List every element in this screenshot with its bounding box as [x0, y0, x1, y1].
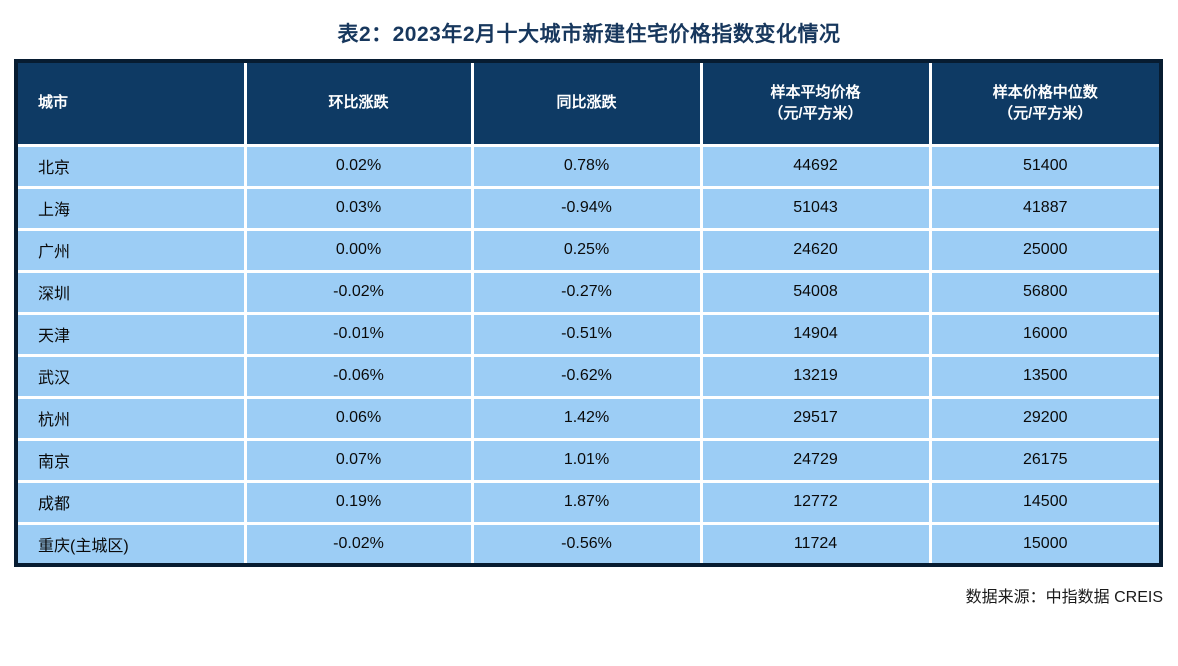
value-cell: 14500: [928, 479, 1163, 525]
value-cell: 54008: [699, 269, 932, 315]
value-cell: -0.94%: [470, 185, 703, 231]
value-cell: 26175: [928, 437, 1163, 483]
city-cell: 北京: [14, 143, 247, 189]
value-cell: 44692: [699, 143, 932, 189]
value-cell: 13219: [699, 353, 932, 399]
value-cell: -0.01%: [243, 311, 474, 357]
column-header: 同比涨跌: [470, 59, 703, 147]
value-cell: 11724: [699, 521, 932, 567]
value-cell: -0.06%: [243, 353, 474, 399]
value-cell: 51043: [699, 185, 932, 231]
table-row: 杭州 0.06% 1.42% 29517 29200: [14, 395, 1163, 441]
table-row: 深圳 -0.02% -0.27% 54008 56800: [14, 269, 1163, 315]
value-cell: 12772: [699, 479, 932, 525]
value-cell: 41887: [928, 185, 1163, 231]
value-cell: -0.62%: [470, 353, 703, 399]
value-cell: 0.02%: [243, 143, 474, 189]
data-source-note: 数据来源：中指数据 CREIS: [965, 589, 1163, 606]
table-row: 天津 -0.01% -0.51% 14904 16000: [14, 311, 1163, 357]
value-cell: 51400: [928, 143, 1163, 189]
value-cell: -0.27%: [470, 269, 703, 315]
value-cell: 24620: [699, 227, 932, 273]
city-cell: 重庆(主城区): [14, 521, 247, 567]
value-cell: 1.42%: [470, 395, 703, 441]
value-cell: 0.78%: [470, 143, 703, 189]
value-cell: -0.56%: [470, 521, 703, 567]
table-row: 广州 0.00% 0.25% 24620 25000: [14, 227, 1163, 273]
column-header-city: 城市: [14, 59, 247, 147]
table-title: 表2：2023年2月十大城市新建住宅价格指数变化情况: [337, 23, 841, 46]
value-cell: 56800: [928, 269, 1163, 315]
value-cell: 1.87%: [470, 479, 703, 525]
table-row: 重庆(主城区) -0.02% -0.56% 11724 15000: [14, 521, 1163, 567]
value-cell: 0.00%: [243, 227, 474, 273]
value-cell: 0.25%: [470, 227, 703, 273]
table-body: 北京 0.02% 0.78% 44692 51400 上海 0.03% -0.94% 51043…: [14, 143, 1163, 567]
column-header: 样本价格中位数 （元/平方米）: [928, 59, 1163, 147]
table-row: 武汉 -0.06% -0.62% 13219 13500: [14, 353, 1163, 399]
table-row: 上海 0.03% -0.94% 51043 41887: [14, 185, 1163, 231]
value-cell: 29200: [928, 395, 1163, 441]
value-cell: 29517: [699, 395, 932, 441]
value-cell: 13500: [928, 353, 1163, 399]
city-cell: 广州: [14, 227, 247, 273]
table-row: 南京 0.07% 1.01% 24729 26175: [14, 437, 1163, 483]
value-cell: 14904: [699, 311, 932, 357]
value-cell: 1.01%: [470, 437, 703, 483]
value-cell: 24729: [699, 437, 932, 483]
value-cell: 0.07%: [243, 437, 474, 483]
value-cell: 0.03%: [243, 185, 474, 231]
city-cell: 南京: [14, 437, 247, 483]
header-row: 城市 环比涨跌 同比涨跌 样本平均价格 （元/平方米） 样本价格中位数 （元/平方米）: [14, 59, 1163, 147]
city-cell: 深圳: [14, 269, 247, 315]
column-header: 样本平均价格 （元/平方米）: [699, 59, 932, 147]
table-row: 成都 0.19% 1.87% 12772 14500: [14, 479, 1163, 525]
price-index-table: 城市 环比涨跌 同比涨跌 样本平均价格 （元/平方米） 样本价格中位数 （元/平方米） …: [14, 59, 1163, 567]
city-cell: 成都: [14, 479, 247, 525]
value-cell: -0.51%: [470, 311, 703, 357]
city-cell: 上海: [14, 185, 247, 231]
table-row: 北京 0.02% 0.78% 44692 51400: [14, 143, 1163, 189]
value-cell: 0.06%: [243, 395, 474, 441]
value-cell: 0.19%: [243, 479, 474, 525]
city-cell: 天津: [14, 311, 247, 357]
city-cell: 杭州: [14, 395, 247, 441]
value-cell: 16000: [928, 311, 1163, 357]
value-cell: -0.02%: [243, 521, 474, 567]
value-cell: 25000: [928, 227, 1163, 273]
column-header: 环比涨跌: [243, 59, 474, 147]
value-cell: -0.02%: [243, 269, 474, 315]
city-cell: 武汉: [14, 353, 247, 399]
value-cell: 15000: [928, 521, 1163, 567]
